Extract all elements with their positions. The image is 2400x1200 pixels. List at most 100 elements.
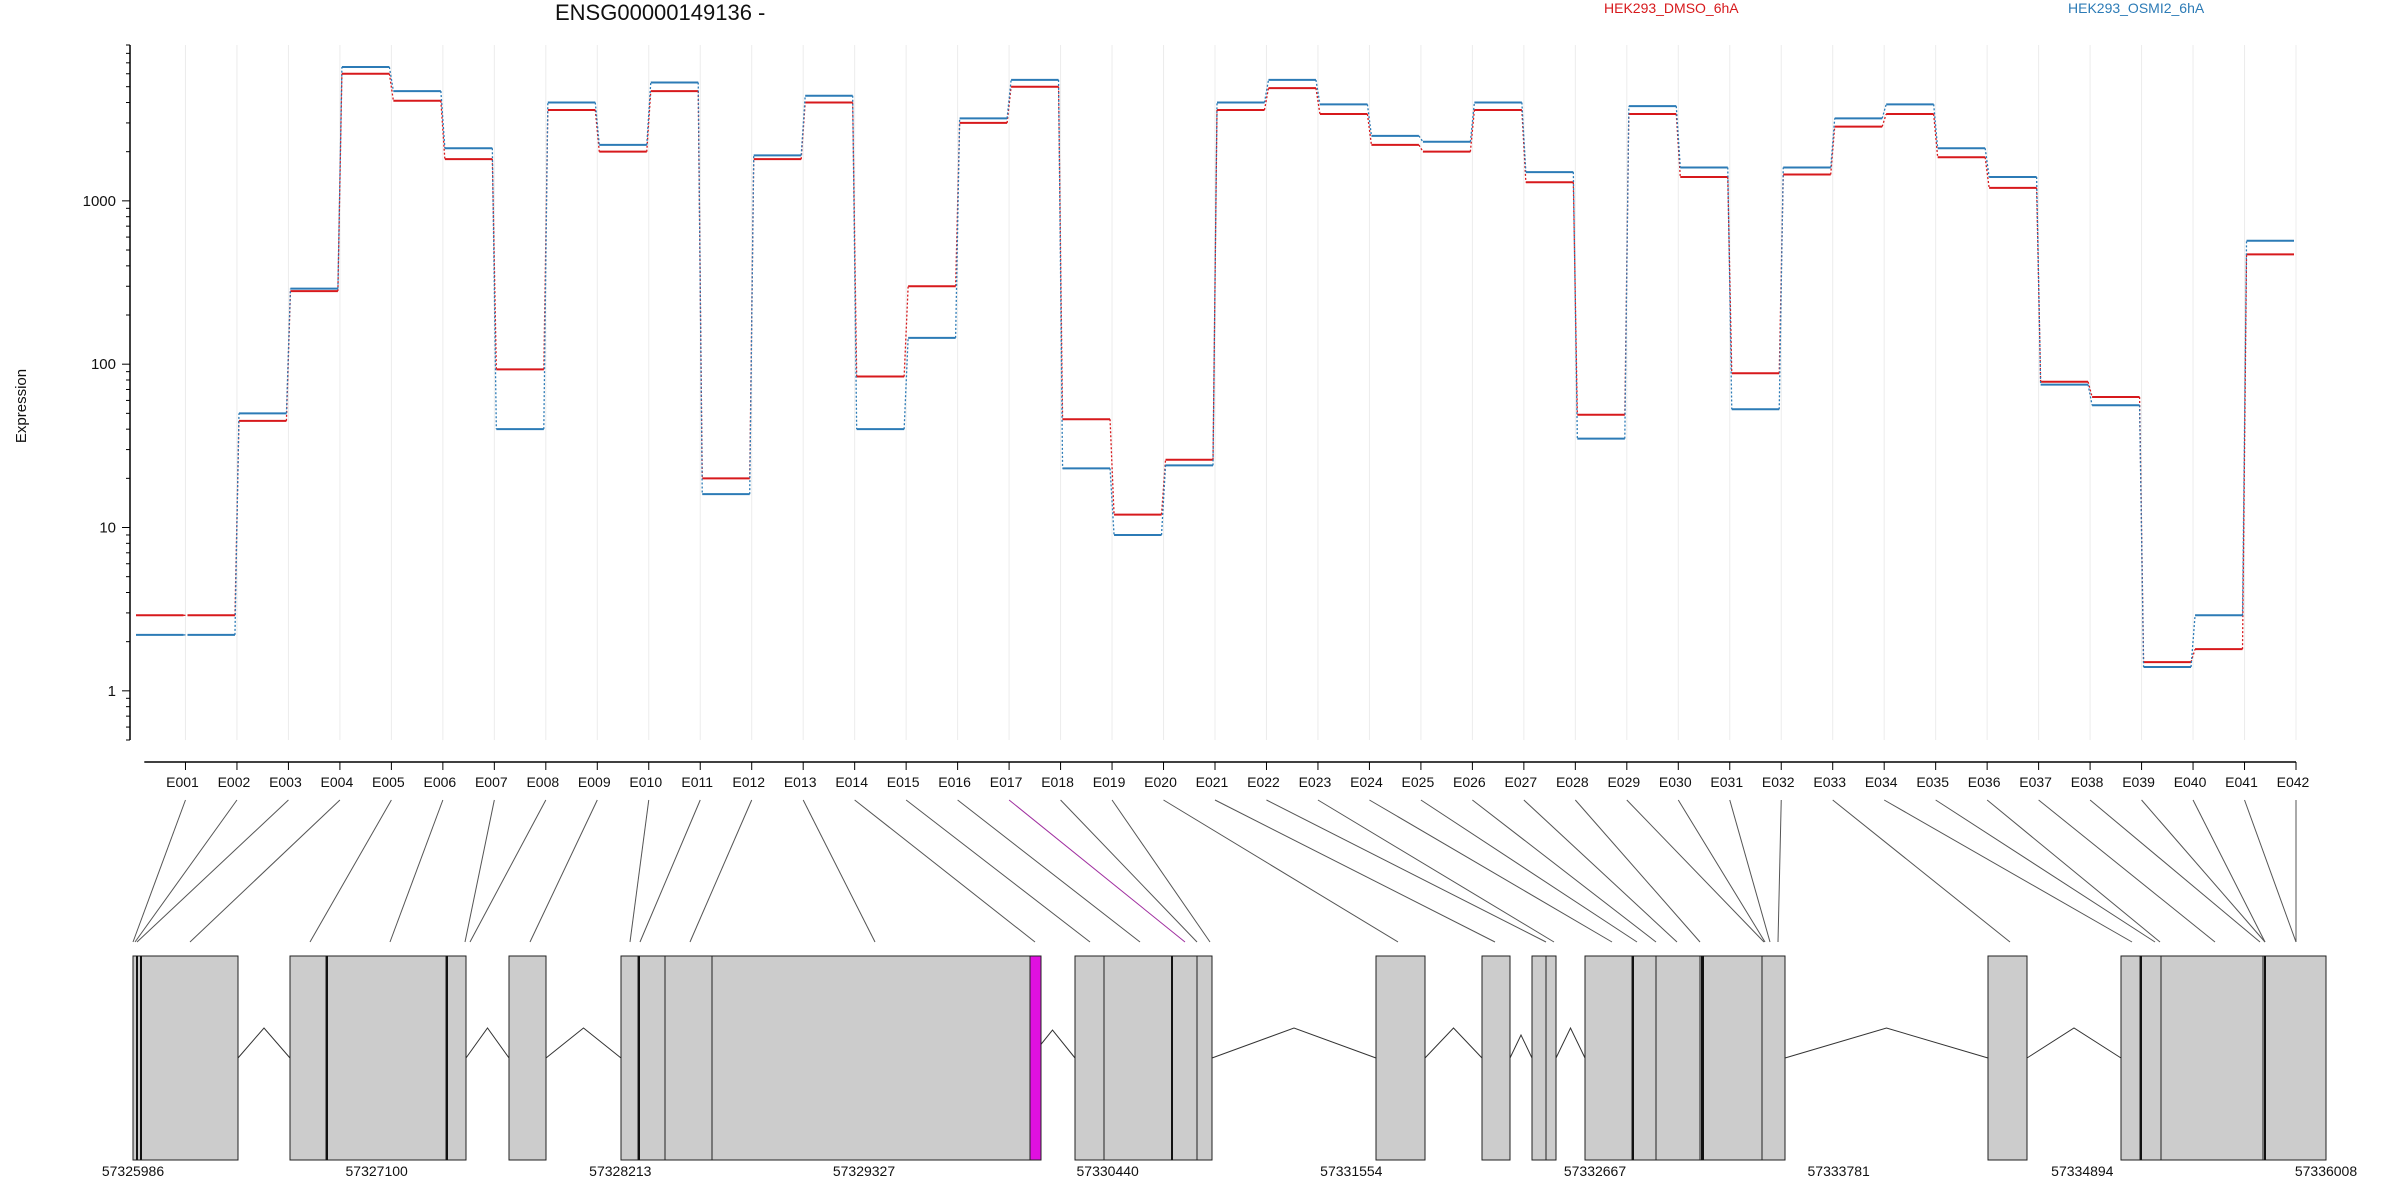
connector-E019 — [1111, 799, 1211, 943]
x-tick-label-E002: E002 — [218, 774, 251, 790]
connector-E029 — [1626, 799, 1765, 943]
step-join — [1830, 118, 1836, 168]
gene-model — [132, 955, 2327, 1161]
genomic-axis: 57325986 57327100 57328213 57329327 57330440… — [102, 1163, 2358, 1179]
step-join — [1933, 104, 1939, 149]
connector-E023 — [1317, 799, 1555, 943]
highlighted-exon-E017 — [1029, 955, 1042, 1161]
x-tick-label-E033: E033 — [1813, 774, 1846, 790]
exon-block — [1074, 955, 1105, 1161]
exon-block — [1171, 955, 1198, 1161]
step-join — [1366, 113, 1373, 146]
x-tick-label-E023: E023 — [1299, 774, 1332, 790]
exon-block — [2120, 955, 2141, 1161]
connector-E030 — [1677, 799, 1766, 943]
legend-item-dmso: HEK293_DMSO_6hA — [1604, 0, 1739, 16]
step-join — [594, 102, 600, 145]
x-tick-label-E021: E021 — [1196, 774, 1229, 790]
x-tick-label-E031: E031 — [1710, 774, 1743, 790]
connector-E041 — [2244, 799, 2297, 943]
x-tick-label-E041: E041 — [2225, 774, 2258, 790]
genomic-tick-label: 57325986 — [102, 1163, 165, 1179]
exon-block — [1196, 955, 1213, 1161]
exon-block — [1103, 955, 1173, 1161]
connector-E032 — [1777, 799, 1782, 943]
connector-E011 — [639, 799, 701, 943]
exon-block — [132, 955, 239, 1161]
step-join — [1469, 102, 1476, 142]
y-tick-label: 1000 — [83, 193, 116, 210]
connector-E039 — [2141, 799, 2266, 943]
x-tick-label-E026: E026 — [1453, 774, 1486, 790]
intron-line — [2026, 1027, 2122, 1059]
step-join — [1521, 109, 1527, 183]
step-join — [903, 286, 909, 377]
connector-E016 — [957, 799, 1141, 943]
x-tick-label-E039: E039 — [2122, 774, 2155, 790]
exon-block — [1531, 955, 1547, 1161]
x-tick-label-E008: E008 — [526, 774, 559, 790]
genomic-tick-label: 57336008 — [2295, 1163, 2358, 1179]
x-tick-label-E022: E022 — [1247, 774, 1280, 790]
connector-E028 — [1574, 799, 1701, 943]
connector-E027 — [1523, 799, 1678, 943]
intron-line — [1509, 1033, 1533, 1059]
step-join — [954, 118, 961, 338]
x-tick-label-E032: E032 — [1762, 774, 1795, 790]
connector-E040 — [2192, 799, 2266, 943]
exon-block — [1375, 955, 1426, 1161]
x-tick-label-E028: E028 — [1556, 774, 1589, 790]
x-tick-label-E024: E024 — [1350, 774, 1383, 790]
x-tick-label-E042: E042 — [2277, 774, 2310, 790]
exon-block — [2139, 955, 2162, 1161]
x-tick-label-E025: E025 — [1402, 774, 1435, 790]
exon-block — [1655, 955, 1701, 1161]
grid-lines — [184, 45, 2297, 740]
exon-block — [289, 955, 327, 1161]
intron-line — [1784, 1027, 1989, 1059]
exon-block — [637, 955, 666, 1161]
connector-E026 — [1472, 799, 1657, 943]
step-join — [594, 109, 600, 152]
exon-block — [1987, 955, 2028, 1161]
legend-item-osmi2: HEK293_OSMI2_6hA — [2068, 0, 2205, 16]
x-tick-label-E038: E038 — [2071, 774, 2104, 790]
x-tick-label-E018: E018 — [1041, 774, 1074, 790]
x-tick-label-E029: E029 — [1607, 774, 1640, 790]
step-join — [388, 73, 395, 101]
x-axis: E001 E002 E003 E004 E005 E006 E007 E008 E009 E010… — [144, 761, 2310, 790]
connector-E013 — [802, 799, 876, 943]
x-tick-label-E010: E010 — [629, 774, 662, 790]
step-join — [903, 337, 909, 430]
y-axis-label: Expression — [13, 369, 30, 443]
connector-E033 — [1832, 799, 2011, 943]
x-tick-label-E012: E012 — [732, 774, 765, 790]
connector-E004 — [189, 799, 341, 943]
step-join — [800, 95, 806, 156]
step-join — [1727, 176, 1733, 374]
connector-E008 — [469, 799, 547, 943]
step-join — [1727, 167, 1733, 410]
y-tick-label: 100 — [91, 356, 116, 373]
connector-E005 — [309, 799, 392, 943]
genomic-tick-label: 57332667 — [1564, 1163, 1627, 1179]
step-join — [2087, 384, 2093, 406]
step-join — [440, 91, 446, 149]
connector-E036 — [1986, 799, 2161, 943]
x-tick-label-E003: E003 — [269, 774, 302, 790]
x-tick-label-E006: E006 — [424, 774, 457, 790]
step-join — [1057, 86, 1064, 420]
genomic-tick-label: 57334894 — [2051, 1163, 2114, 1179]
step-join — [1418, 135, 1424, 143]
connector-E001 — [132, 799, 186, 943]
connector-E021 — [1214, 799, 1496, 943]
exon-block — [1699, 955, 1763, 1161]
connector-E038 — [2089, 799, 2261, 943]
connector-E006 — [389, 799, 444, 943]
step-join — [1109, 468, 1115, 536]
intron-line — [465, 1027, 510, 1059]
intron-line — [1211, 1027, 1377, 1059]
x-tick-label-E034: E034 — [1865, 774, 1898, 790]
x-tick-label-E037: E037 — [2019, 774, 2052, 790]
